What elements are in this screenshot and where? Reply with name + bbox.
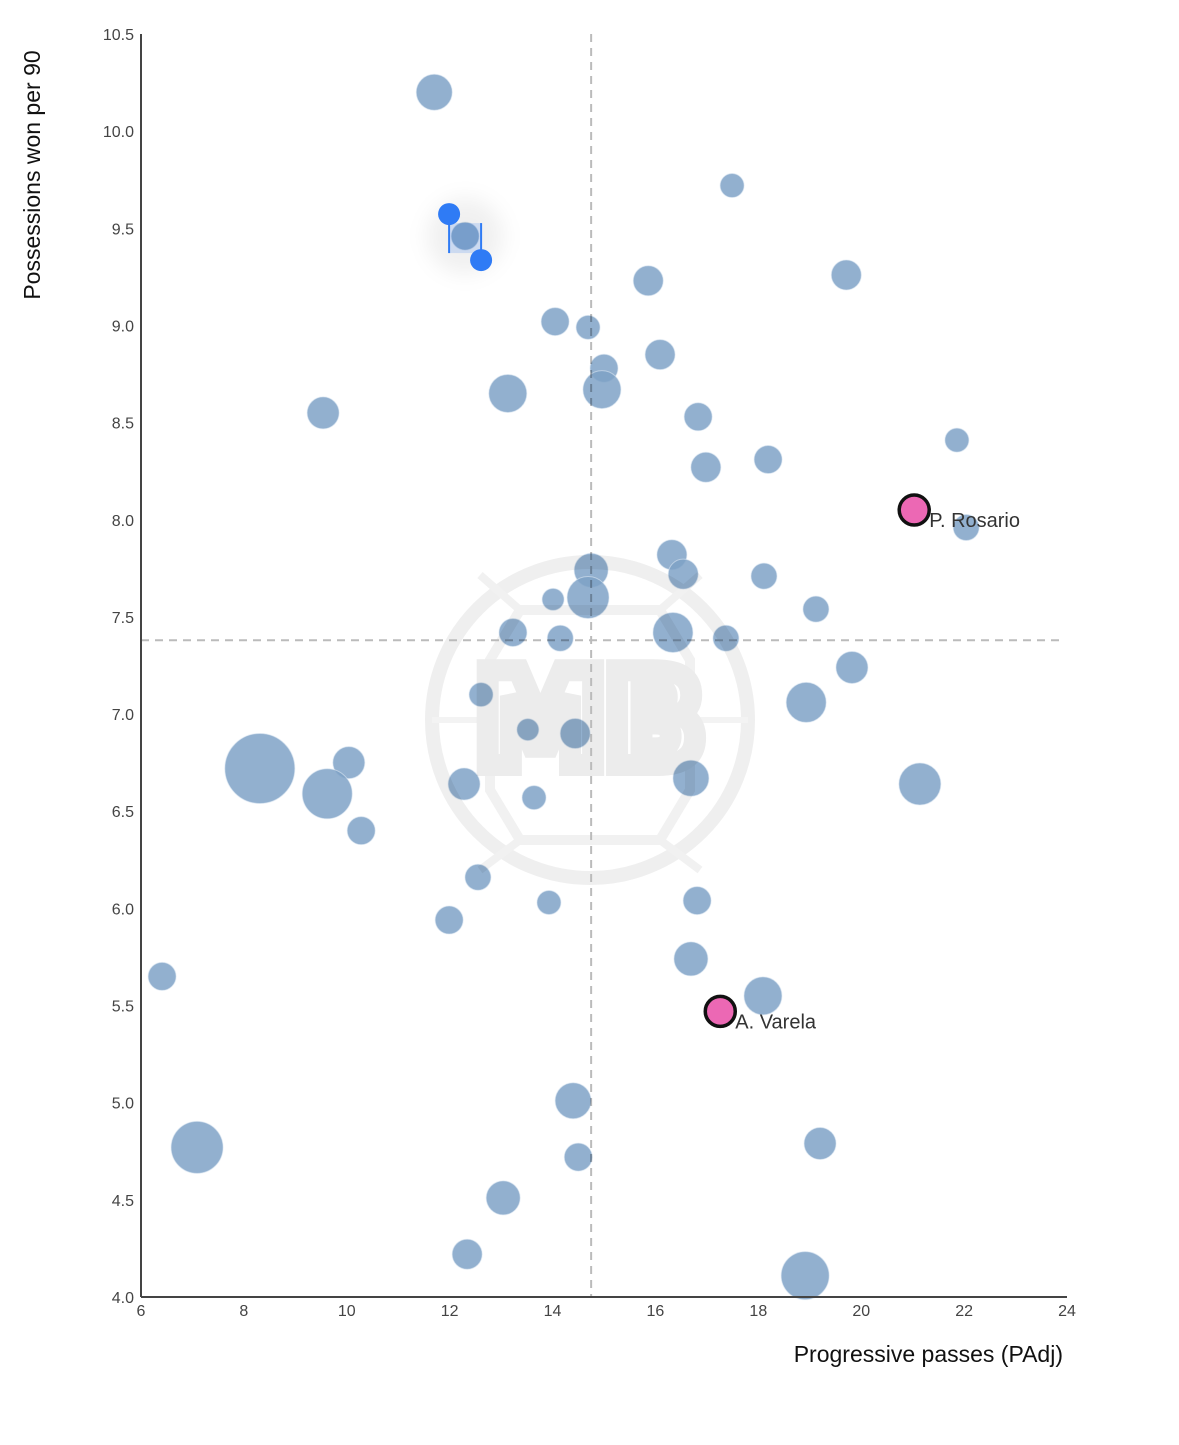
y-axis-title: Possessions won per 90 (19, 50, 45, 299)
data-bubble[interactable] (541, 587, 565, 611)
data-bubble[interactable] (632, 265, 664, 297)
data-bubble[interactable] (147, 961, 177, 991)
data-bubble[interactable] (683, 402, 713, 432)
data-bubble[interactable] (415, 73, 453, 111)
selection-highlight (449, 223, 482, 254)
data-bubble[interactable] (690, 451, 722, 483)
x-tick-label: 10 (338, 1303, 356, 1320)
data-bubble[interactable] (582, 370, 622, 410)
data-bubble[interactable] (898, 762, 942, 806)
data-bubble[interactable] (559, 718, 591, 750)
data-bubble[interactable] (803, 1126, 837, 1160)
data-bubble[interactable] (434, 905, 464, 935)
y-tick-label: 4.5 (112, 1193, 134, 1210)
watermark-text: MB (476, 644, 704, 796)
data-bubble[interactable] (554, 1082, 592, 1120)
data-bubble[interactable] (780, 1251, 830, 1301)
data-bubble[interactable] (346, 816, 376, 846)
data-bubble[interactable] (719, 173, 745, 199)
highlight-series: P. Rosario A. Varela (703, 493, 1020, 1033)
data-bubble[interactable] (485, 1180, 521, 1216)
data-bubble[interactable] (743, 976, 783, 1016)
y-tick-label: 9.0 (112, 318, 134, 335)
highlighted-player-point[interactable] (703, 994, 738, 1029)
data-bubble[interactable] (498, 617, 528, 647)
x-tick-label: 22 (955, 1303, 973, 1320)
player-label: P. Rosario (929, 510, 1020, 532)
y-tick-label: 10.5 (103, 27, 134, 44)
data-bubble[interactable] (575, 314, 601, 340)
x-tick-label: 6 (137, 1303, 146, 1320)
data-bubble[interactable] (952, 514, 980, 542)
data-bubble[interactable] (566, 575, 610, 619)
data-bubble[interactable] (563, 1142, 593, 1172)
y-tick-label: 5.0 (112, 1096, 134, 1113)
data-bubble[interactable] (546, 624, 574, 652)
data-bubble[interactable] (170, 1120, 224, 1174)
x-axis-ticks: 6 8 10 12 14 16 18 20 22 24 (137, 1303, 1076, 1320)
data-bubble[interactable] (644, 339, 676, 371)
y-tick-label: 10.0 (103, 124, 134, 141)
data-bubble[interactable] (753, 445, 783, 475)
y-tick-label: 9.5 (112, 221, 134, 238)
data-bubble[interactable] (488, 373, 528, 413)
data-bubble[interactable] (516, 718, 540, 742)
data-bubble[interactable] (332, 746, 366, 780)
y-axis-ticks: 4.0 4.5 5.0 5.5 6.0 6.5 7.0 7.5 8.0 8.5 9.0 9.5 10.0… (103, 27, 134, 1307)
data-bubble[interactable] (447, 767, 481, 801)
x-tick-label: 12 (441, 1303, 459, 1320)
data-bubble[interactable] (536, 890, 562, 916)
data-bubble[interactable] (301, 768, 353, 820)
y-tick-label: 8.0 (112, 513, 134, 530)
y-tick-label: 7.0 (112, 707, 134, 724)
data-bubble[interactable] (652, 611, 694, 653)
data-bubble[interactable] (540, 307, 570, 337)
x-tick-label: 14 (544, 1303, 562, 1320)
x-tick-label: 8 (239, 1303, 248, 1320)
y-tick-label: 6.5 (112, 804, 134, 821)
data-bubble[interactable] (306, 396, 340, 430)
y-tick-label: 6.0 (112, 901, 134, 918)
y-tick-label: 4.0 (112, 1290, 134, 1307)
y-tick-label: 8.5 (112, 416, 134, 433)
selection-end-handle[interactable] (470, 249, 493, 272)
x-axis-title: Progressive passes (PAdj) (794, 1341, 1063, 1367)
data-bubble[interactable] (468, 682, 494, 708)
data-bubble[interactable] (835, 650, 869, 684)
y-tick-label: 7.5 (112, 610, 134, 627)
data-bubble[interactable] (667, 558, 699, 590)
x-tick-label: 18 (749, 1303, 767, 1320)
x-tick-label: 24 (1058, 1303, 1076, 1320)
x-tick-label: 20 (852, 1303, 870, 1320)
highlighted-player-point[interactable] (897, 493, 931, 527)
data-bubble[interactable] (451, 1238, 483, 1270)
data-bubble[interactable] (750, 562, 778, 590)
data-bubble[interactable] (224, 732, 296, 804)
data-bubble[interactable] (830, 259, 862, 291)
selection-start-handle[interactable] (438, 203, 461, 226)
data-bubble[interactable] (521, 785, 547, 811)
bubble-series (147, 73, 980, 1301)
data-bubble[interactable] (673, 941, 709, 977)
player-label: A. Varela (735, 1011, 817, 1033)
y-tick-label: 5.5 (112, 999, 134, 1016)
data-bubble[interactable] (464, 863, 492, 891)
data-bubble[interactable] (682, 886, 712, 916)
data-bubble[interactable] (802, 595, 830, 623)
data-bubble[interactable] (785, 681, 827, 723)
x-tick-label: 16 (647, 1303, 665, 1320)
data-bubble[interactable] (944, 427, 970, 453)
data-bubble[interactable] (672, 759, 710, 797)
text-selection-overlay (427, 198, 504, 275)
data-bubble[interactable] (712, 624, 740, 652)
